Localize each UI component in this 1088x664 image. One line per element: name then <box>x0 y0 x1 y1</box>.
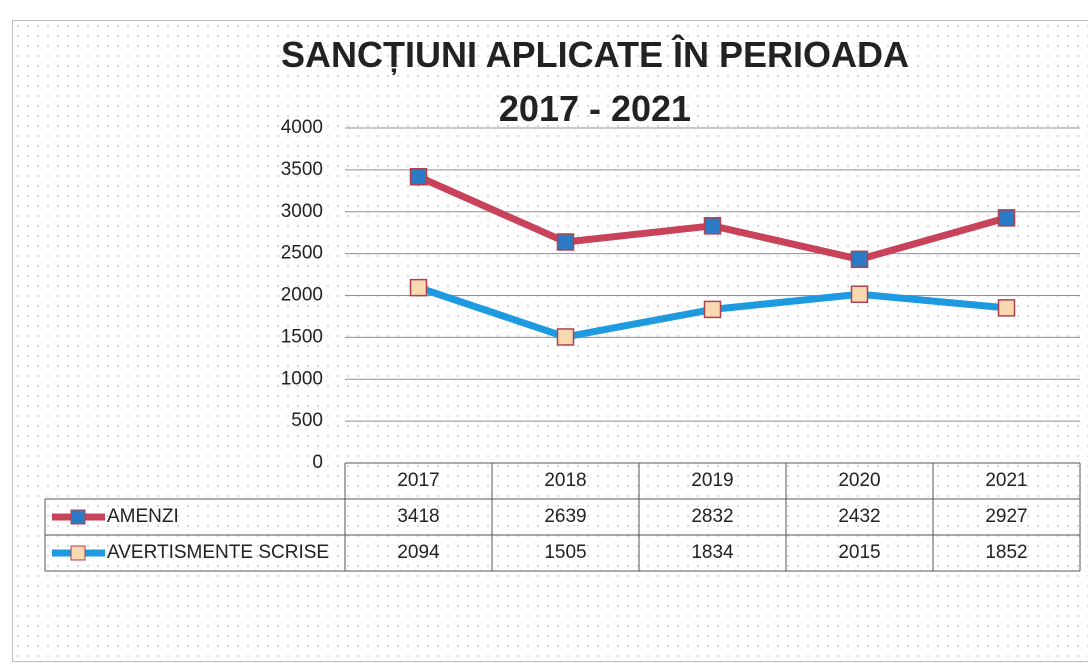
chart-title: SANCȚIUNI APLICATE ÎN PERIOADA 2017 - 20… <box>280 34 909 129</box>
marker <box>997 209 1016 227</box>
marker <box>703 217 722 235</box>
table-value: 2927 <box>985 506 1027 527</box>
x-tick-label: 2021 <box>985 470 1027 491</box>
x-tick-label: 2018 <box>544 470 586 491</box>
marker <box>997 299 1016 317</box>
marker <box>703 300 722 319</box>
y-tick-label: 2500 <box>281 243 323 264</box>
marker <box>850 285 869 303</box>
marker <box>409 167 428 186</box>
x-tick-label: 2020 <box>838 470 880 491</box>
table-value: 2094 <box>397 542 440 563</box>
legend-label: AVERTISMENTE SCRISE <box>107 542 329 563</box>
y-tick-label: 2000 <box>281 285 323 306</box>
y-tick-label: 1500 <box>281 326 323 347</box>
table-value: 1834 <box>691 542 734 563</box>
marker <box>850 250 869 269</box>
marker <box>556 328 575 346</box>
table-value: 3418 <box>397 506 439 527</box>
x-tick-label: 2019 <box>691 470 733 491</box>
legend-marker <box>70 509 86 525</box>
legend-marker <box>70 545 86 561</box>
table-value: 2432 <box>838 506 880 527</box>
y-tick-label: 500 <box>291 410 323 431</box>
table-value: 1852 <box>985 542 1027 563</box>
y-tick-label: 3500 <box>281 159 323 180</box>
y-tick-label: 1000 <box>281 368 323 389</box>
y-tick-label: 3000 <box>281 201 323 222</box>
table-value: 1505 <box>544 542 586 563</box>
chart-frame <box>12 20 1088 662</box>
marker <box>556 233 575 251</box>
table-value: 2832 <box>691 506 733 527</box>
marker <box>409 278 428 297</box>
table-value: 2015 <box>838 542 880 563</box>
legend-label: AMENZI <box>107 506 179 527</box>
y-tick-label: 0 <box>312 452 323 473</box>
x-tick-label: 2017 <box>397 470 439 491</box>
table-value: 2639 <box>544 506 586 527</box>
y-tick-label: 4000 <box>281 117 323 138</box>
